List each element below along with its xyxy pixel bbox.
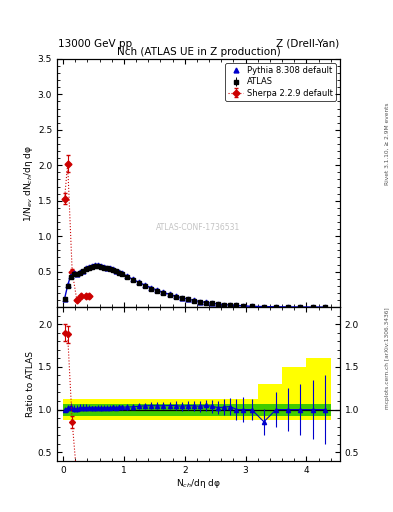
Pythia 8.308 default [298,304,303,310]
Pythia 8.308 default [261,304,266,310]
Pythia 8.308 default [96,262,101,268]
Pythia 8.308 default [161,289,166,295]
X-axis label: N$_{ch}$/dη dφ: N$_{ch}$/dη dφ [176,477,221,490]
Pythia 8.308 default [125,273,129,280]
Pythia 8.308 default [137,280,141,286]
Pythia 8.308 default [74,271,79,277]
Pythia 8.308 default [68,272,73,279]
Pythia 8.308 default [240,303,245,309]
Pythia 8.308 default [204,300,208,306]
Pythia 8.308 default [234,303,239,309]
Text: ATLAS-CONF-1736531: ATLAS-CONF-1736531 [156,223,241,232]
Pythia 8.308 default [84,265,88,271]
Pythia 8.308 default [185,296,190,302]
Pythia 8.308 default [131,276,136,283]
Pythia 8.308 default [99,263,103,269]
Pythia 8.308 default [286,304,290,310]
Pythia 8.308 default [117,269,122,275]
Pythia 8.308 default [77,269,82,275]
Pythia 8.308 default [149,285,154,291]
Text: Z (Drell-Yan): Z (Drell-Yan) [276,38,339,49]
Pythia 8.308 default [62,295,67,302]
Pythia 8.308 default [322,304,327,310]
Title: Nch (ATLAS UE in Z production): Nch (ATLAS UE in Z production) [117,47,280,57]
Pythia 8.308 default [216,301,220,307]
Text: 13000 GeV pp: 13000 GeV pp [58,38,132,49]
Pythia 8.308 default [179,294,184,301]
Pythia 8.308 default [249,303,254,309]
Pythia 8.308 default [143,282,148,288]
Y-axis label: Ratio to ATLAS: Ratio to ATLAS [26,351,35,417]
Pythia 8.308 default [310,304,315,310]
Pythia 8.308 default [210,300,215,306]
Text: Rivet 3.1.10, ≥ 2.9M events: Rivet 3.1.10, ≥ 2.9M events [385,102,389,185]
Pythia 8.308 default [65,283,70,289]
Pythia 8.308 default [167,291,172,297]
Text: mcplots.cern.ch [arXiv:1306.3436]: mcplots.cern.ch [arXiv:1306.3436] [385,308,389,409]
Pythia 8.308 default [222,302,227,308]
Pythia 8.308 default [86,264,91,270]
Pythia 8.308 default [228,302,233,308]
Pythia 8.308 default [81,268,85,274]
Pythia 8.308 default [90,263,94,269]
Pythia 8.308 default [114,268,119,274]
Pythia 8.308 default [191,297,196,304]
Pythia 8.308 default [120,270,125,276]
Pythia 8.308 default [173,293,178,299]
Pythia 8.308 default [105,265,110,271]
Line: Pythia 8.308 default: Pythia 8.308 default [62,263,327,310]
Pythia 8.308 default [111,266,116,272]
Pythia 8.308 default [274,304,278,310]
Pythia 8.308 default [93,262,97,268]
Pythia 8.308 default [155,287,160,293]
Y-axis label: 1/N$_{ev}$ dN$_{ch}$/dη dφ: 1/N$_{ev}$ dN$_{ch}$/dη dφ [22,144,35,222]
Pythia 8.308 default [72,270,76,276]
Legend: Pythia 8.308 default, ATLAS, Sherpa 2.2.9 default: Pythia 8.308 default, ATLAS, Sherpa 2.2.… [225,63,336,101]
Pythia 8.308 default [102,264,107,270]
Pythia 8.308 default [198,298,202,305]
Pythia 8.308 default [108,265,112,271]
